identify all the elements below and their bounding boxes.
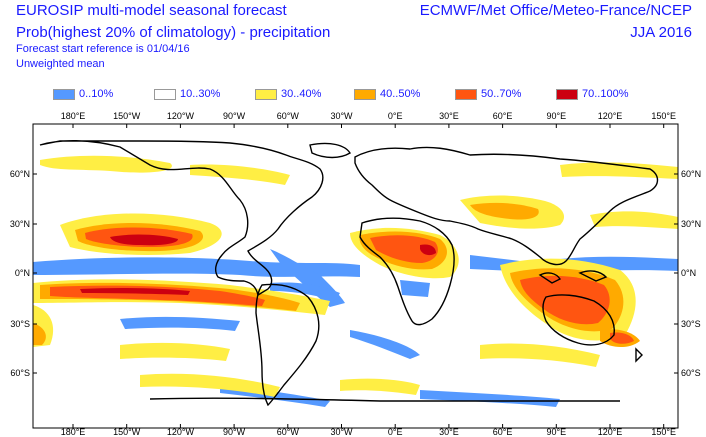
axis-ticks <box>33 124 678 428</box>
legend-swatch <box>455 89 477 100</box>
latitude-label-left: 60°N <box>10 169 30 179</box>
longitude-labels-bottom: 180°E 150°W 120°W 90°W 60°W 30°W 0°E 30°E 60°E 90… <box>61 427 676 437</box>
mean-type: Unweighted mean <box>16 58 105 70</box>
longitude-label-bottom: 150°W <box>113 427 141 437</box>
legend-swatch <box>556 89 578 100</box>
legend-label: 50..70% <box>481 88 522 100</box>
latitude-label-right: 30°S <box>681 319 701 329</box>
forecast-reference: Forecast start reference is 01/04/16 <box>16 43 190 55</box>
longitude-label-bottom: 30°W <box>330 427 353 437</box>
legend-swatch <box>53 89 75 100</box>
prob-shading-70-100 <box>80 234 436 295</box>
longitude-label-top: 0°E <box>388 111 403 121</box>
longitude-label-bottom: 150°E <box>651 427 676 437</box>
longitude-label-top: 60°E <box>493 111 513 121</box>
map-frame <box>32 123 679 429</box>
latitude-labels-left: 60°N 30°N 0°N 30°S 60°S <box>10 169 30 378</box>
longitude-label-bottom: 180°E <box>61 427 86 437</box>
legend-swatch <box>354 89 376 100</box>
latitude-label-left: 0°N <box>15 268 30 278</box>
latitude-label-right: 30°N <box>681 219 701 229</box>
longitude-label-top: 120°E <box>598 111 623 121</box>
legend-label: 40..50% <box>380 88 421 100</box>
latitude-label-right: 60°S <box>681 368 701 378</box>
latitude-label-left: 30°S <box>10 319 30 329</box>
longitude-label-bottom: 60°E <box>493 427 513 437</box>
longitude-label-top: 30°E <box>439 111 459 121</box>
probability-legend: 0..10% 10..30% 30..40% 40..50% 50..70% 7… <box>0 88 706 102</box>
longitude-label-bottom: 120°E <box>598 427 623 437</box>
map-title: EUROSIP multi-model seasonal forecast <box>16 2 287 19</box>
map-subtitle: Prob(highest 20% of climatology) - preci… <box>16 24 331 41</box>
forecast-centres: ECMWF/Met Office/Meteo-France/NCEP <box>419 2 692 19</box>
longitude-label-top: 180°E <box>61 111 86 121</box>
longitude-label-top: 150°W <box>113 111 141 121</box>
legend-label: 30..40% <box>281 88 322 100</box>
legend-label: 70..100% <box>582 88 629 100</box>
latitude-label-right: 0°N <box>681 268 696 278</box>
longitude-label-bottom: 120°W <box>167 427 195 437</box>
legend-label: 0..10% <box>79 88 114 100</box>
longitude-label-bottom: 90°W <box>223 427 246 437</box>
latitude-label-left: 30°N <box>10 219 30 229</box>
longitude-label-top: 30°W <box>330 111 353 121</box>
world-precipitation-map: 180°E 150°W 120°W 90°W 60°W 30°W 0°E 30°E 60°E 90… <box>10 111 701 437</box>
longitude-label-top: 90°W <box>223 111 246 121</box>
latitude-labels-right: 60°N 30°N 0°N 30°S 60°S <box>681 169 701 378</box>
coastlines <box>39 140 659 407</box>
latitude-label-right: 60°N <box>681 169 701 179</box>
legend-swatch <box>255 89 277 100</box>
longitude-label-top: 90°E <box>546 111 566 121</box>
longitude-label-bottom: 0°E <box>388 427 403 437</box>
longitude-labels-top: 180°E 150°W 120°W 90°W 60°W 30°W 0°E 30°E 60°E 90… <box>61 111 676 121</box>
legend-swatch <box>154 89 176 100</box>
forecast-season: JJA 2016 <box>630 24 692 41</box>
latitude-label-left: 60°S <box>10 368 30 378</box>
longitude-label-bottom: 90°E <box>546 427 566 437</box>
longitude-label-bottom: 60°W <box>277 427 300 437</box>
prob-shading-50-70 <box>50 227 634 344</box>
longitude-label-top: 60°W <box>277 111 300 121</box>
longitude-label-top: 120°W <box>167 111 195 121</box>
longitude-label-bottom: 30°E <box>439 427 459 437</box>
legend-label: 10..30% <box>180 88 221 100</box>
longitude-label-top: 150°E <box>651 111 676 121</box>
